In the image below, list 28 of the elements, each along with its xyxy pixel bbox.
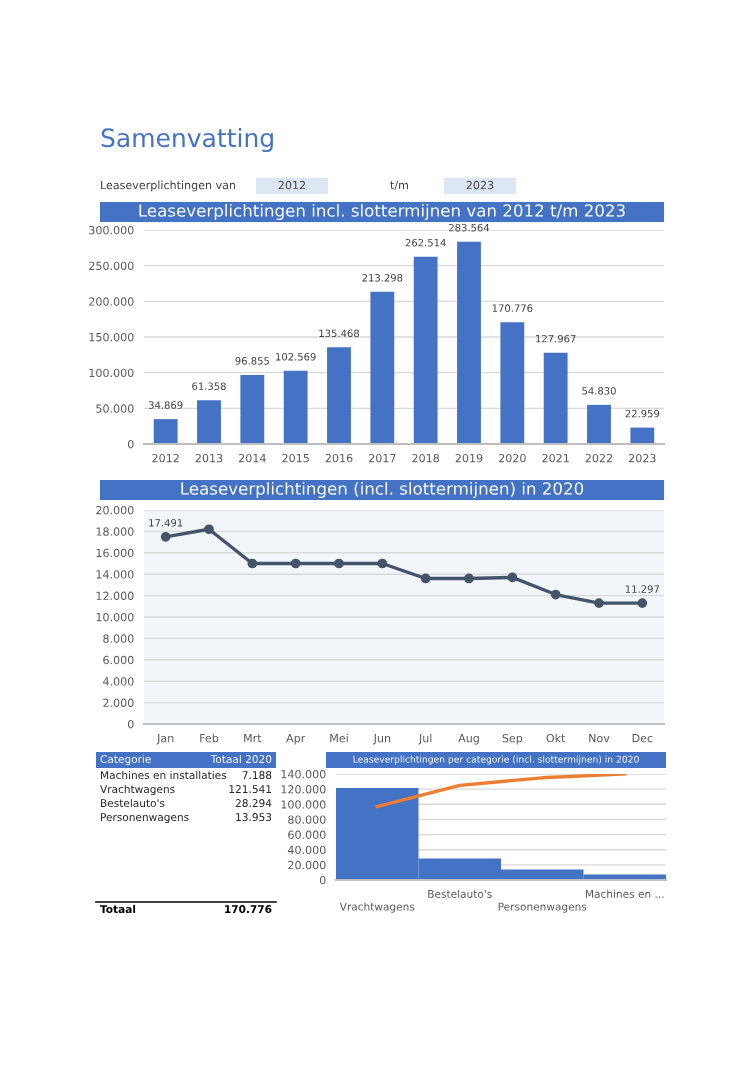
text: Samenvatting: [101, 127, 273, 153]
bar: [587, 404, 611, 444]
point: [247, 558, 258, 569]
bar: [543, 352, 568, 444]
bar: [197, 400, 221, 444]
bar: [630, 427, 655, 444]
bar: [500, 322, 525, 444]
bar: [370, 291, 395, 444]
point: [464, 573, 474, 584]
point: [637, 598, 648, 608]
point: [550, 589, 561, 600]
point: [594, 598, 604, 608]
chart-title: Leaseverplichtingen incl. slottermijnen van 2012 t/m 2023: [139, 203, 625, 221]
point: [204, 524, 214, 535]
bar: [153, 419, 178, 444]
bar: [240, 374, 265, 444]
line-series: [375, 774, 627, 809]
bar: [457, 241, 481, 444]
point: [334, 558, 344, 569]
chart-title: Leaseverplichtingen (incl. slottermijnen) in 2020: [181, 481, 584, 499]
bar: [327, 347, 351, 444]
point: [377, 558, 388, 569]
point: [420, 573, 431, 584]
bar: [283, 370, 308, 444]
bar: [413, 256, 438, 444]
point: [160, 531, 171, 542]
point: [290, 558, 301, 569]
point: [507, 572, 518, 583]
